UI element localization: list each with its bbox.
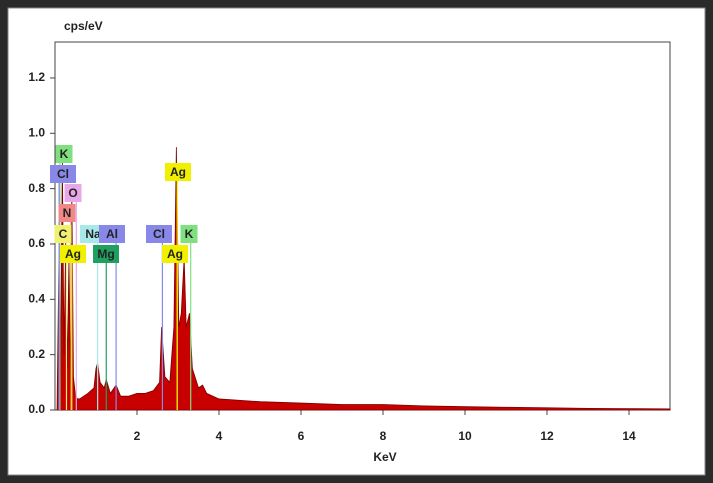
marker-label: K	[60, 147, 69, 161]
y-tick-label: 0.2	[28, 347, 45, 361]
marker-box	[180, 225, 198, 243]
x-axis-label: KeV	[373, 450, 396, 464]
marker-label: Cl	[57, 167, 69, 181]
marker-box	[55, 145, 73, 163]
marker-label: Ag	[167, 247, 183, 261]
y-tick-label: 1.2	[28, 70, 45, 84]
marker-label: Al	[106, 227, 118, 241]
marker-box	[50, 165, 76, 183]
marker-label: N	[63, 206, 72, 220]
marker-box	[146, 225, 172, 243]
marker-box	[64, 184, 82, 202]
x-tick-label: 14	[622, 429, 636, 443]
marker-box	[58, 204, 76, 222]
y-tick-label: 0.8	[28, 181, 45, 195]
marker-box	[60, 245, 86, 263]
marker-label: C	[59, 227, 68, 241]
marker-box	[54, 225, 72, 243]
marker-box	[162, 245, 188, 263]
x-tick-label: 2	[134, 429, 141, 443]
marker-label: O	[68, 186, 77, 200]
y-tick-label: 0.6	[28, 236, 45, 250]
marker-label: Ag	[170, 165, 186, 179]
marker-label: Mg	[97, 247, 114, 261]
x-tick-label: 12	[540, 429, 554, 443]
x-tick-label: 4	[216, 429, 223, 443]
marker-box	[99, 225, 125, 243]
x-tick-label: 8	[380, 429, 387, 443]
y-tick-label: 0.0	[28, 402, 45, 416]
marker-label: Cl	[153, 227, 165, 241]
marker-label: Na	[85, 227, 101, 241]
y-tick-label: 1.0	[28, 125, 45, 139]
x-tick-label: 10	[458, 429, 472, 443]
x-tick-label: 6	[298, 429, 305, 443]
marker-box	[93, 245, 119, 263]
marker-label: Ag	[65, 247, 81, 261]
y-tick-label: 0.4	[28, 291, 45, 305]
marker-box	[165, 163, 191, 181]
y-axis-label: cps/eV	[64, 19, 103, 33]
marker-label: K	[185, 227, 194, 241]
